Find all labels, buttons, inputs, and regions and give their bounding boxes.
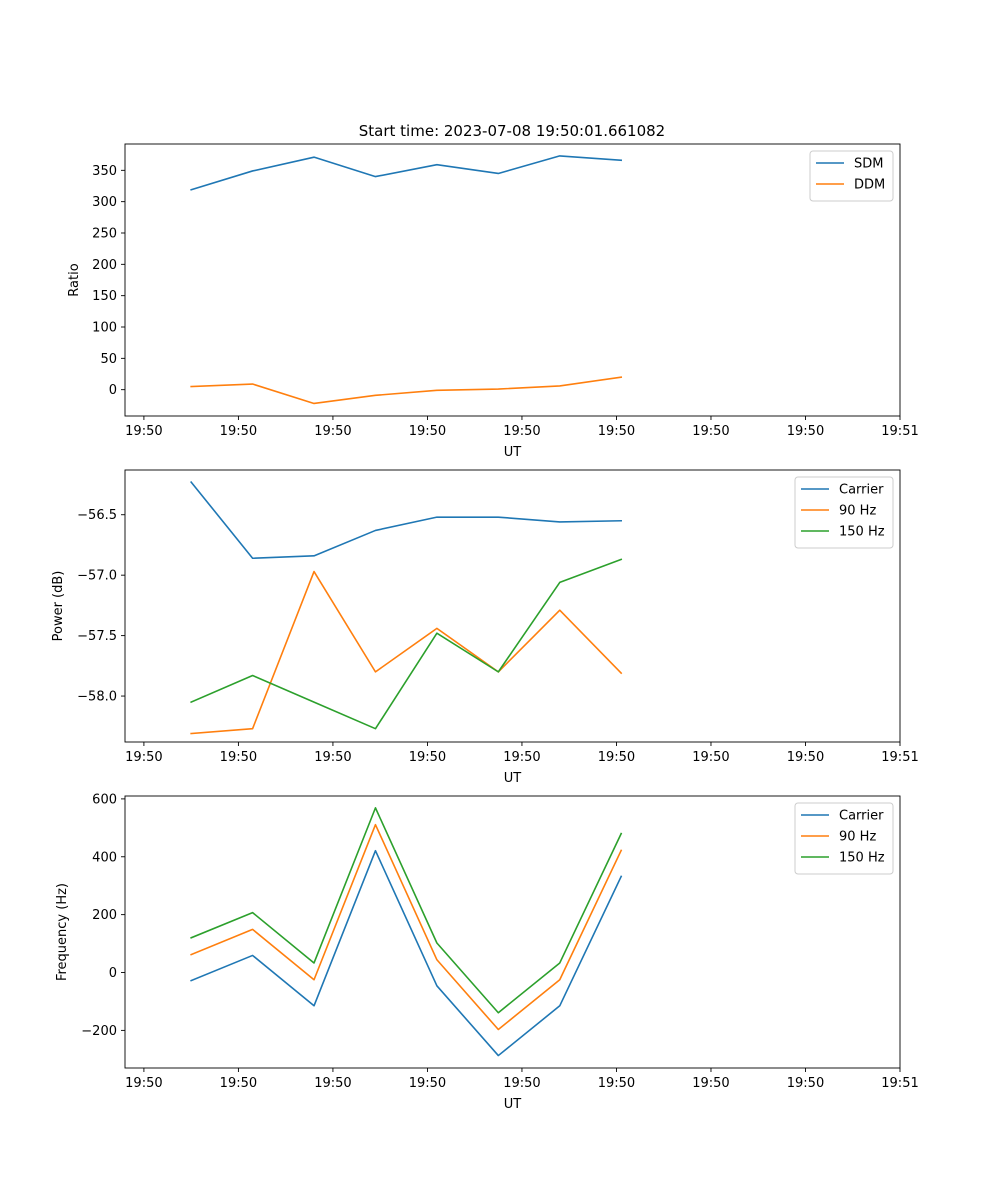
- legend-label: 90 Hz: [839, 504, 876, 519]
- y-tick-label: −58.0: [77, 690, 117, 705]
- series-line-150-hz: [190, 558, 623, 730]
- axes-frame: [124, 143, 901, 417]
- x-axis-label: UT: [504, 445, 522, 460]
- x-tick-label: 19:50: [220, 750, 257, 765]
- x-tick-label: 19:50: [692, 1076, 729, 1091]
- y-tick-label: 50: [100, 352, 117, 367]
- series-line-carrier: [190, 849, 623, 1057]
- series-line-90-hz: [190, 823, 623, 1031]
- y-tick-label: 150: [92, 289, 117, 304]
- y-tick-label: 0: [109, 383, 117, 398]
- legend-label: 150 Hz: [839, 525, 885, 540]
- x-tick-label: 19:50: [692, 424, 729, 439]
- legend: Carrier 90 Hz 150 Hz: [794, 802, 894, 875]
- x-tick-label: 19:50: [409, 424, 446, 439]
- series-line-sdm: [190, 155, 623, 191]
- series-line-150-hz: [190, 807, 623, 1014]
- legend-label: Carrier: [839, 483, 884, 498]
- y-axis-label: Power (dB): [51, 571, 66, 642]
- x-axis-label: UT: [504, 1097, 522, 1112]
- x-tick-label: 19:51: [881, 424, 918, 439]
- x-tick-label: 19:50: [503, 1076, 540, 1091]
- legend-label: 150 Hz: [839, 851, 885, 866]
- series-line-carrier: [190, 480, 623, 560]
- legend: SDM DDM: [809, 150, 894, 202]
- x-tick-label: 19:50: [787, 424, 824, 439]
- y-tick-label: 400: [92, 850, 117, 865]
- chart-panel-1: 19:50 19:50 19:50 19:50 19:50 19:50 19:50 19:50…: [67, 143, 919, 460]
- x-tick-label: 19:50: [787, 750, 824, 765]
- x-tick-label: 19:50: [314, 750, 351, 765]
- x-axis-label: UT: [504, 771, 522, 786]
- y-tick-label: 200: [92, 908, 117, 923]
- x-tick-label: 19:51: [881, 750, 918, 765]
- chart-panel-3: 19:50 19:50 19:50 19:50 19:50 19:50 19:50 19:50…: [55, 792, 919, 1112]
- x-tick-label: 19:50: [409, 750, 446, 765]
- series-line-90-hz: [190, 570, 623, 735]
- axes-frame: [124, 469, 901, 743]
- figure-title: Start time: 2023-07-08 19:50:01.661082: [359, 122, 665, 140]
- x-tick-label: 19:50: [409, 1076, 446, 1091]
- series-line-ddm: [190, 376, 623, 405]
- legend-label: DDM: [854, 178, 885, 193]
- legend-label: Carrier: [839, 809, 884, 824]
- y-tick-label: −57.0: [77, 569, 117, 584]
- x-tick-label: 19:50: [598, 750, 635, 765]
- y-tick-label: 350: [92, 164, 117, 179]
- y-tick-label: −57.5: [77, 629, 117, 644]
- y-tick-label: 250: [92, 226, 117, 241]
- legend-label: SDM: [854, 157, 883, 172]
- x-tick-label: 19:50: [503, 750, 540, 765]
- x-tick-label: 19:50: [598, 1076, 635, 1091]
- x-tick-label: 19:50: [125, 424, 162, 439]
- x-tick-label: 19:50: [314, 424, 351, 439]
- x-tick-label: 19:50: [125, 1076, 162, 1091]
- x-tick-label: 19:50: [220, 424, 257, 439]
- x-tick-label: 19:51: [881, 1076, 918, 1091]
- axes-frame: [124, 795, 901, 1069]
- y-tick-label: 0: [109, 966, 117, 981]
- x-tick-label: 19:50: [503, 424, 540, 439]
- y-axis-label: Frequency (Hz): [55, 883, 70, 981]
- y-tick-label: −56.5: [77, 508, 117, 523]
- legend: Carrier 90 Hz 150 Hz: [794, 476, 894, 549]
- y-tick-label: −200: [81, 1024, 117, 1039]
- y-tick-label: 100: [92, 321, 117, 336]
- y-tick-label: 300: [92, 195, 117, 210]
- x-tick-label: 19:50: [125, 750, 162, 765]
- y-tick-label: 200: [92, 258, 117, 273]
- x-tick-label: 19:50: [314, 1076, 351, 1091]
- x-tick-label: 19:50: [692, 750, 729, 765]
- x-tick-label: 19:50: [598, 424, 635, 439]
- legend-label: 90 Hz: [839, 830, 876, 845]
- x-tick-label: 19:50: [220, 1076, 257, 1091]
- y-axis-label: Ratio: [67, 263, 82, 296]
- chart-panels: 19:50 19:50 19:50 19:50 19:50 19:50 19:50 19:50…: [51, 143, 919, 1112]
- y-tick-label: 600: [92, 792, 117, 807]
- chart-panel-2: 19:50 19:50 19:50 19:50 19:50 19:50 19:50 19:50…: [51, 469, 919, 786]
- x-tick-label: 19:50: [787, 1076, 824, 1091]
